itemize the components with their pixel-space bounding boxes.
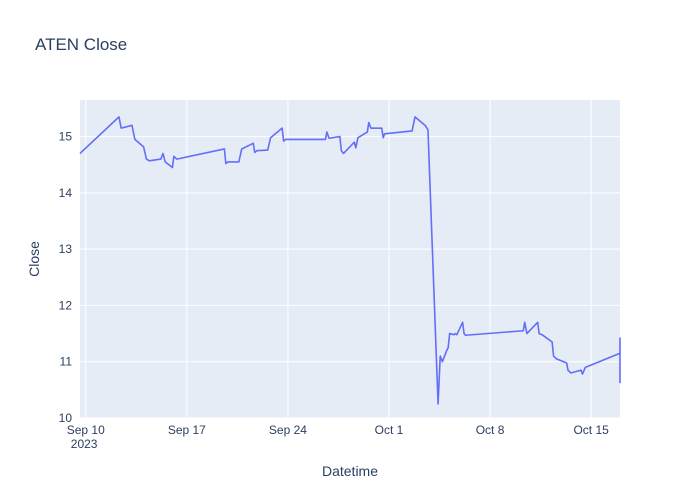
x-tick-label: Sep 17 bbox=[168, 423, 206, 437]
x-tick-label: Sep 24 bbox=[269, 423, 307, 437]
y-axis-ticks: 10 11 12 13 14 15 bbox=[59, 130, 73, 425]
series-layer bbox=[79, 116, 621, 405]
series-line-close bbox=[79, 116, 621, 405]
y-axis-title: Close bbox=[26, 241, 42, 277]
x-axis-title: Datetime bbox=[322, 463, 378, 479]
grid bbox=[80, 100, 620, 419]
x-tick-year-label: 2023 bbox=[71, 437, 98, 451]
y-tick-label: 12 bbox=[59, 298, 73, 312]
x-tick-label: Oct 15 bbox=[573, 423, 609, 437]
x-tick-label: Sep 10 bbox=[67, 423, 105, 437]
y-tick-label: 11 bbox=[60, 355, 73, 369]
x-tick-label: Oct 1 bbox=[375, 423, 404, 437]
plot-area bbox=[80, 100, 620, 418]
y-tick-label: 15 bbox=[59, 130, 73, 144]
y-tick-label: 10 bbox=[59, 411, 73, 425]
x-tick-label: Oct 8 bbox=[476, 423, 505, 437]
chart-title: ATEN Close bbox=[35, 35, 127, 54]
y-tick-label: 14 bbox=[59, 186, 73, 200]
y-tick-label: 13 bbox=[59, 242, 73, 256]
